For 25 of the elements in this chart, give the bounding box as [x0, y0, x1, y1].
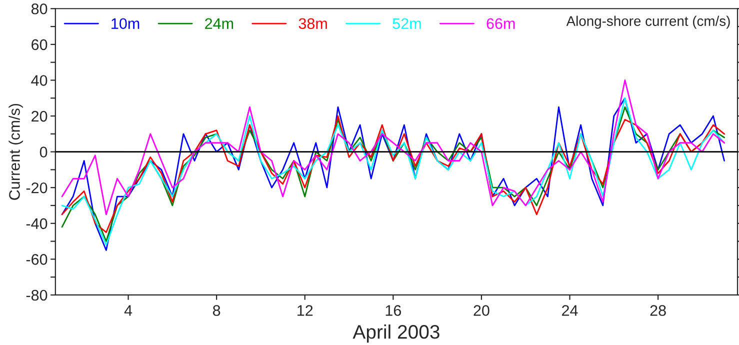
x-tick-label: 12	[298, 305, 313, 316]
legend-label: 66m	[486, 18, 515, 30]
y-tick-label: -20	[26, 182, 48, 194]
x-tick-label: 24	[562, 305, 578, 316]
y-tick-label: 80	[31, 3, 48, 14]
x-tick-label: 20	[474, 305, 490, 316]
legend-label: 24m	[205, 18, 234, 29]
x-axis-title: April 2003	[352, 324, 440, 343]
x-tick-label: 8	[212, 305, 220, 316]
x-tick-label: 16	[386, 305, 401, 316]
y-tick-label: -80	[26, 290, 48, 301]
x-tick-label: 28	[650, 305, 666, 316]
y-tick-label: 40	[31, 75, 48, 86]
y-tick-label: -40	[26, 218, 48, 230]
x-tick-label: 4	[124, 305, 132, 316]
y-tick-label: -60	[26, 254, 48, 265]
legend-label: 52m	[392, 18, 421, 30]
y-tick-label: 20	[32, 110, 48, 122]
y-tick-label: 60	[32, 39, 48, 50]
y-tick-label: 0	[40, 146, 48, 158]
y-axis-title: Current (cm/s)	[8, 104, 23, 200]
legend-label: 38m	[298, 18, 327, 30]
legend-label: 10m	[112, 18, 140, 30]
line-series	[61, 80, 725, 216]
annotation: Along-shore current (cm/s)	[566, 16, 730, 29]
